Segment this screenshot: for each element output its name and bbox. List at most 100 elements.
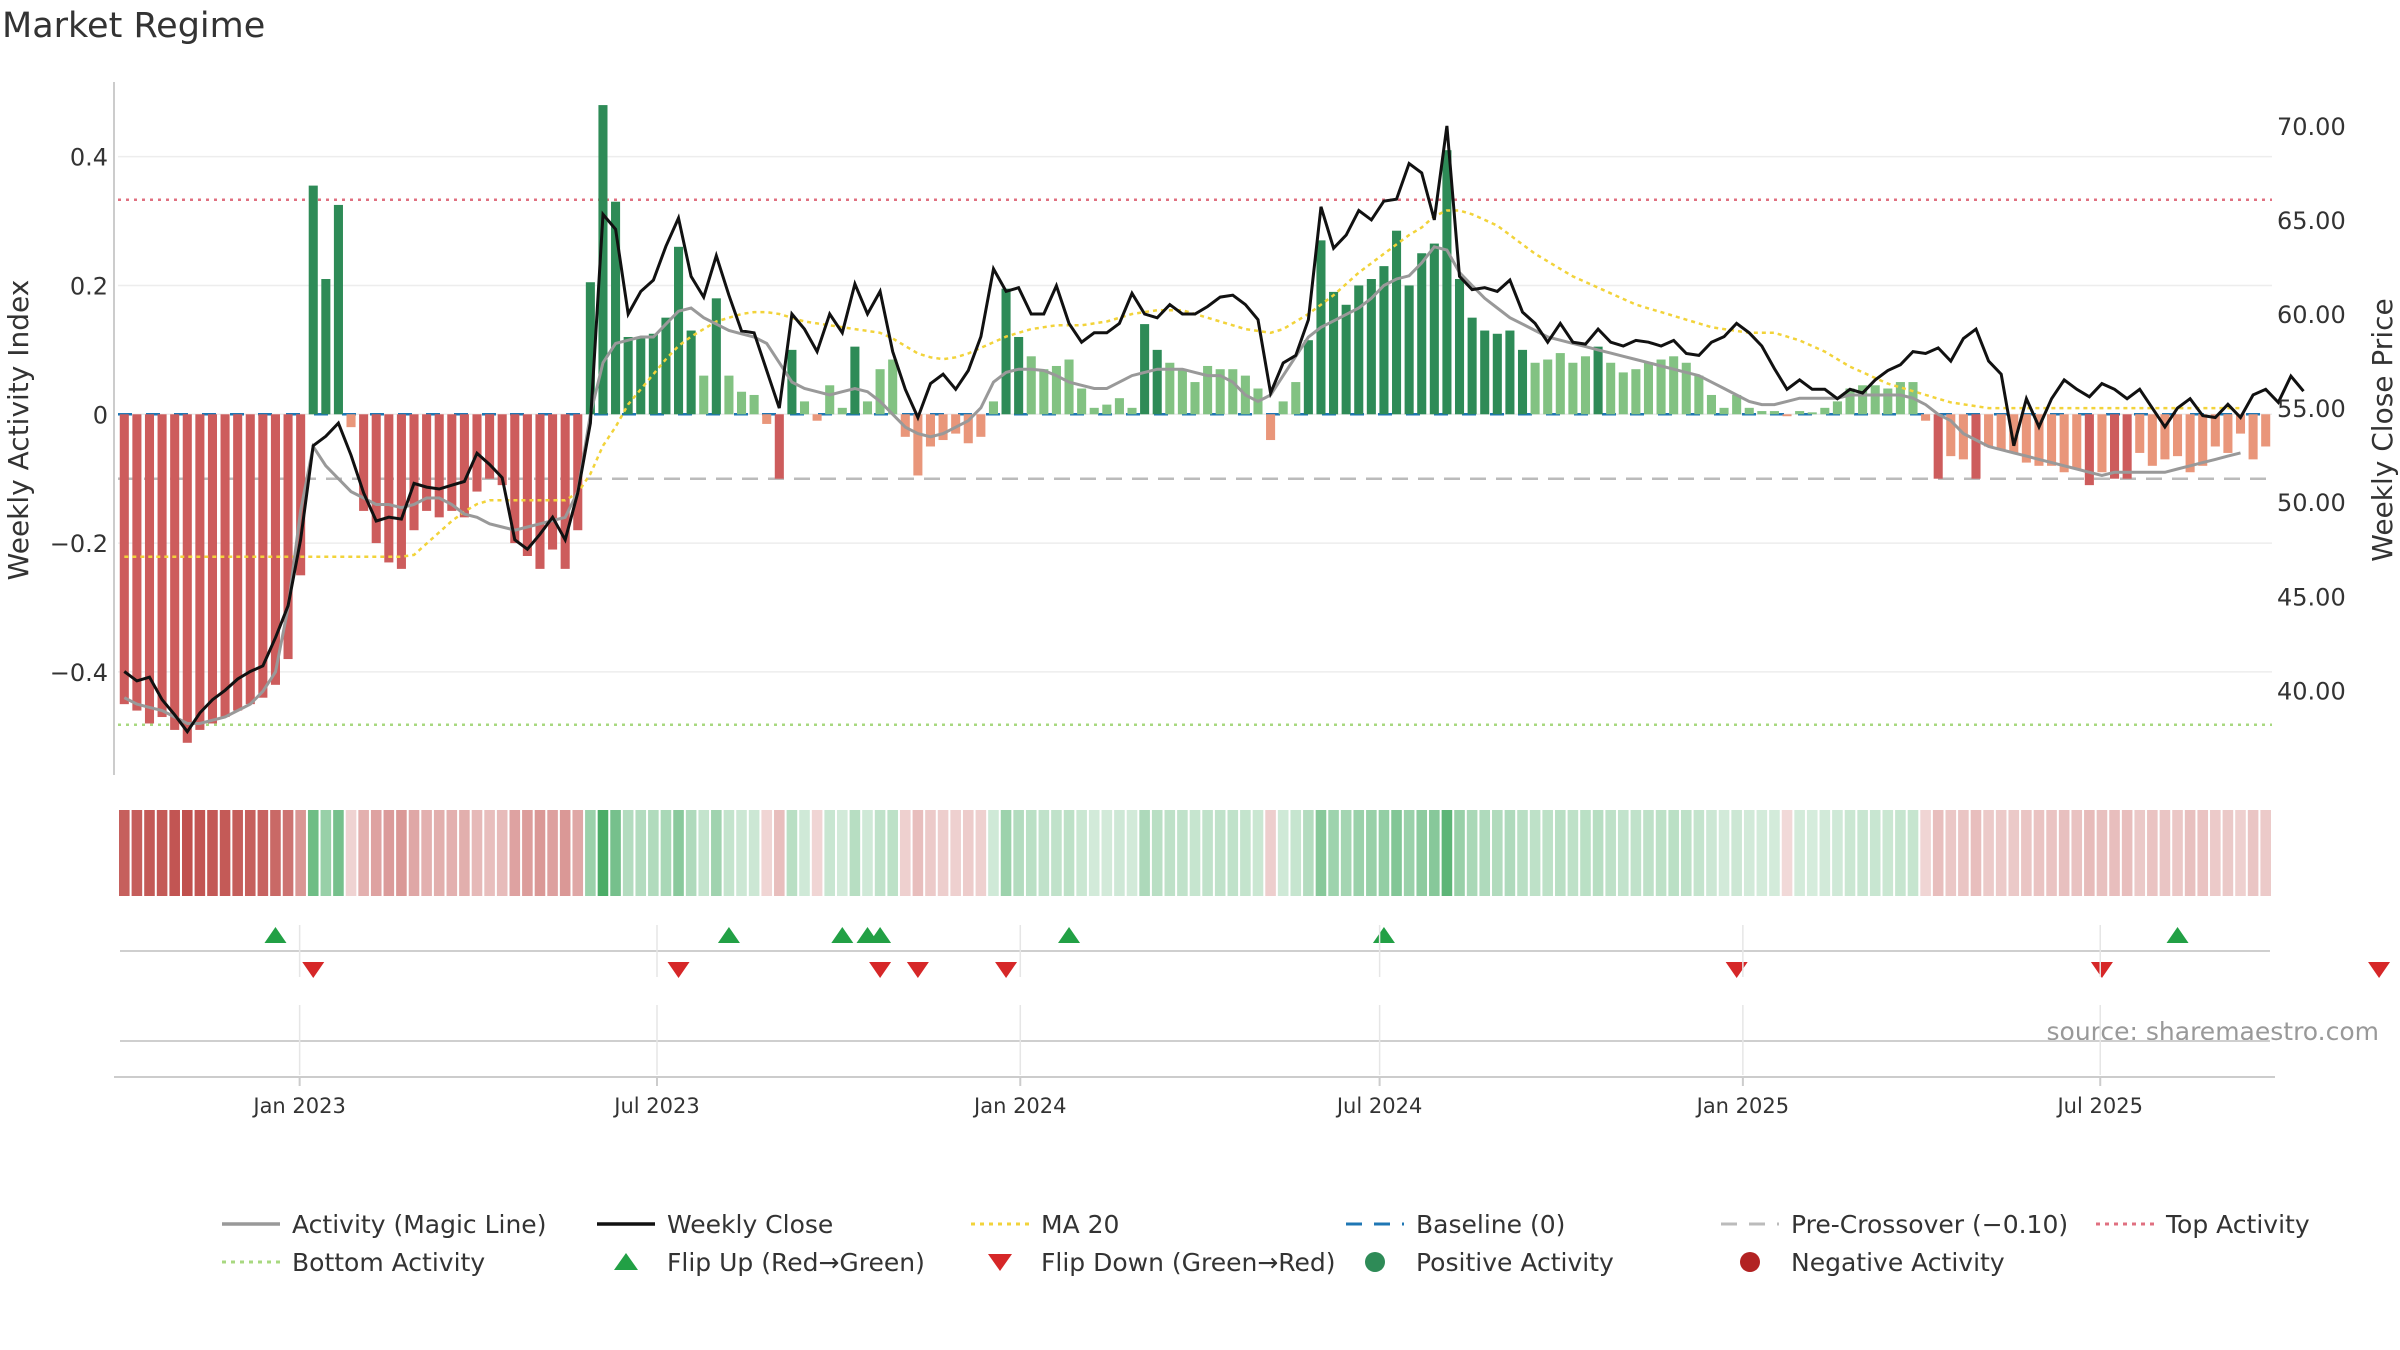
activity-bar <box>434 414 444 518</box>
regime-cell <box>2046 810 2057 896</box>
activity-bar <box>2097 414 2107 473</box>
activity-bar <box>1102 404 1112 415</box>
activity-bar <box>119 414 129 705</box>
legend-swatch <box>988 1254 1012 1271</box>
regime-cell <box>144 810 155 896</box>
activity-bar <box>1543 359 1553 415</box>
legend-item: MA 20 <box>971 1210 1119 1239</box>
activity-bar <box>346 414 356 428</box>
regime-cell <box>1454 810 1465 896</box>
legend-label: MA 20 <box>1041 1210 1119 1239</box>
regime-cell <box>1088 810 1100 896</box>
activity-bar <box>1026 356 1036 415</box>
flip-up-marker <box>869 927 892 943</box>
regime-cell <box>1051 810 1062 896</box>
regime-cell <box>572 810 584 896</box>
regime-cell <box>2247 810 2259 896</box>
activity-bar <box>1467 317 1477 415</box>
activity-bar <box>1480 330 1490 415</box>
regime-cell <box>988 810 999 896</box>
regime-cell <box>761 810 773 896</box>
legend-item: Weekly Close <box>597 1210 833 1239</box>
regime-cell <box>1907 810 1919 896</box>
regime-cell <box>1718 810 1730 896</box>
legend-label: Activity (Magic Line) <box>292 1210 546 1239</box>
activity-bar <box>1669 356 1679 415</box>
x-tick-label: Jul 2025 <box>2055 1094 2142 1118</box>
regime-cell <box>1680 810 1692 896</box>
activity-bar <box>1177 369 1187 415</box>
regime-cell <box>1869 810 1881 896</box>
regime-cell <box>2260 810 2271 896</box>
chart-title: Market Regime <box>2 6 265 46</box>
right-tick-label: 50.00 <box>2277 489 2346 517</box>
regime-cell <box>2021 810 2032 896</box>
regime-cell <box>270 810 281 896</box>
regime-cell <box>2222 810 2234 896</box>
activity-bar <box>535 414 545 569</box>
activity-bar <box>1127 407 1137 415</box>
right-axis-label: Weekly Close Price <box>2366 298 2399 561</box>
activity-bar <box>1165 362 1175 415</box>
activity-bar <box>837 407 847 415</box>
regime-cell <box>2071 810 2083 896</box>
activity-bar <box>2160 414 2170 460</box>
regime-cell <box>837 810 848 896</box>
activity-bar <box>749 394 759 415</box>
activity-bar <box>1643 362 1654 415</box>
flip-up-marker <box>264 927 287 943</box>
regime-cell <box>748 810 760 896</box>
activity-bar <box>1694 375 1704 415</box>
activity-bar <box>1303 340 1313 415</box>
activity-bar <box>1996 414 2006 450</box>
activity-bar <box>548 414 558 550</box>
regime-cell <box>1240 810 1251 896</box>
activity-bar <box>2198 414 2208 466</box>
regime-cell <box>219 810 231 896</box>
left-tick-label: 0.4 <box>70 144 108 172</box>
activity-bar <box>1895 382 1905 415</box>
regime-cell <box>156 810 168 896</box>
regime-cell <box>509 810 521 896</box>
activity-bar <box>1278 401 1288 415</box>
regime-cell <box>1743 810 1755 896</box>
right-tick-label: 65.00 <box>2277 207 2346 235</box>
activity-bar <box>1492 333 1502 415</box>
regime-cell <box>1693 810 1705 896</box>
magic-activity-line <box>123 245 2241 725</box>
activity-bar <box>1354 285 1364 415</box>
legend-item: Pre-Crossover (−0.10) <box>1721 1210 2068 1239</box>
activity-bar <box>1266 414 1276 441</box>
regime-cell <box>635 810 647 896</box>
regime-cell <box>1391 810 1402 896</box>
regime-cell <box>1832 810 1843 896</box>
activity-bar <box>951 414 961 434</box>
flip-down-marker <box>667 962 690 978</box>
activity-bar <box>1933 414 1943 479</box>
regime-cell <box>585 810 596 896</box>
regime-cell <box>1151 810 1163 896</box>
activity-bar <box>2110 414 2120 479</box>
regime-cell <box>1605 810 1616 896</box>
regime-cell <box>1252 810 1264 896</box>
regime-cell <box>2121 810 2133 896</box>
regime-cell <box>433 810 445 896</box>
activity-bar <box>1719 407 1729 415</box>
flip-down-marker <box>2090 962 2113 978</box>
regime-cell <box>2033 810 2045 896</box>
legend-swatch <box>1740 1252 1760 1272</box>
regime-cell <box>1504 810 1516 896</box>
regime-cell <box>1429 810 1440 896</box>
regime-cell <box>2084 810 2095 896</box>
activity-bar <box>913 414 923 476</box>
activity-bar <box>1757 411 1767 415</box>
regime-cell <box>1416 810 1428 896</box>
activity-bar <box>888 359 898 415</box>
activity-bar <box>283 414 293 660</box>
activity-bar <box>976 414 986 437</box>
regime-cell <box>1403 810 1415 896</box>
regime-cell <box>1781 810 1793 896</box>
regime-cell <box>2172 810 2183 896</box>
regime-cell <box>950 810 961 896</box>
regime-cell <box>874 810 886 896</box>
